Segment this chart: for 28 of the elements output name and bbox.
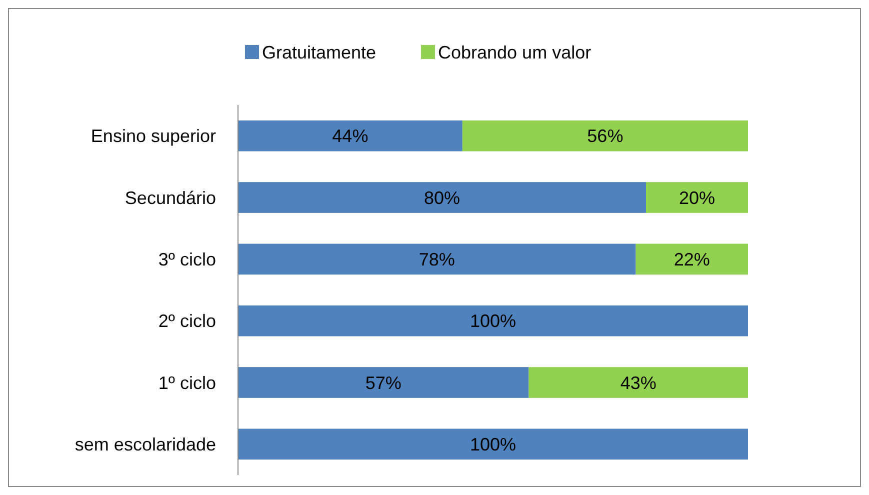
data-label: 57% (365, 372, 402, 393)
data-label: 80% (424, 188, 460, 208)
y-tick-label: 2º ciclo (158, 311, 216, 332)
bar (238, 244, 636, 275)
bar (636, 244, 748, 275)
y-tick-label: sem escolaridade (74, 434, 216, 454)
bar (646, 182, 748, 213)
data-label: 56% (587, 126, 624, 146)
y-tick-label: Ensino superior (90, 126, 216, 146)
bar (238, 428, 748, 460)
legend-label: Gratuitamente (262, 42, 376, 62)
y-tick-label: Secundário (124, 188, 216, 208)
data-label: 100% (470, 434, 516, 454)
data-label: 78% (418, 249, 455, 270)
data-label: 22% (674, 249, 710, 270)
bar (238, 305, 748, 336)
bar (238, 182, 646, 213)
legend-label: Cobrando um valor (438, 42, 592, 62)
data-label: 100% (470, 311, 516, 332)
bar (238, 120, 462, 152)
bar (462, 120, 748, 152)
data-label: 20% (678, 188, 716, 208)
bar (528, 367, 748, 398)
y-tick-label: 3º ciclo (158, 249, 216, 270)
bar (238, 367, 529, 398)
data-label: 43% (620, 372, 656, 393)
y-tick-label: 1º ciclo (158, 372, 216, 393)
data-label: 44% (332, 126, 368, 146)
